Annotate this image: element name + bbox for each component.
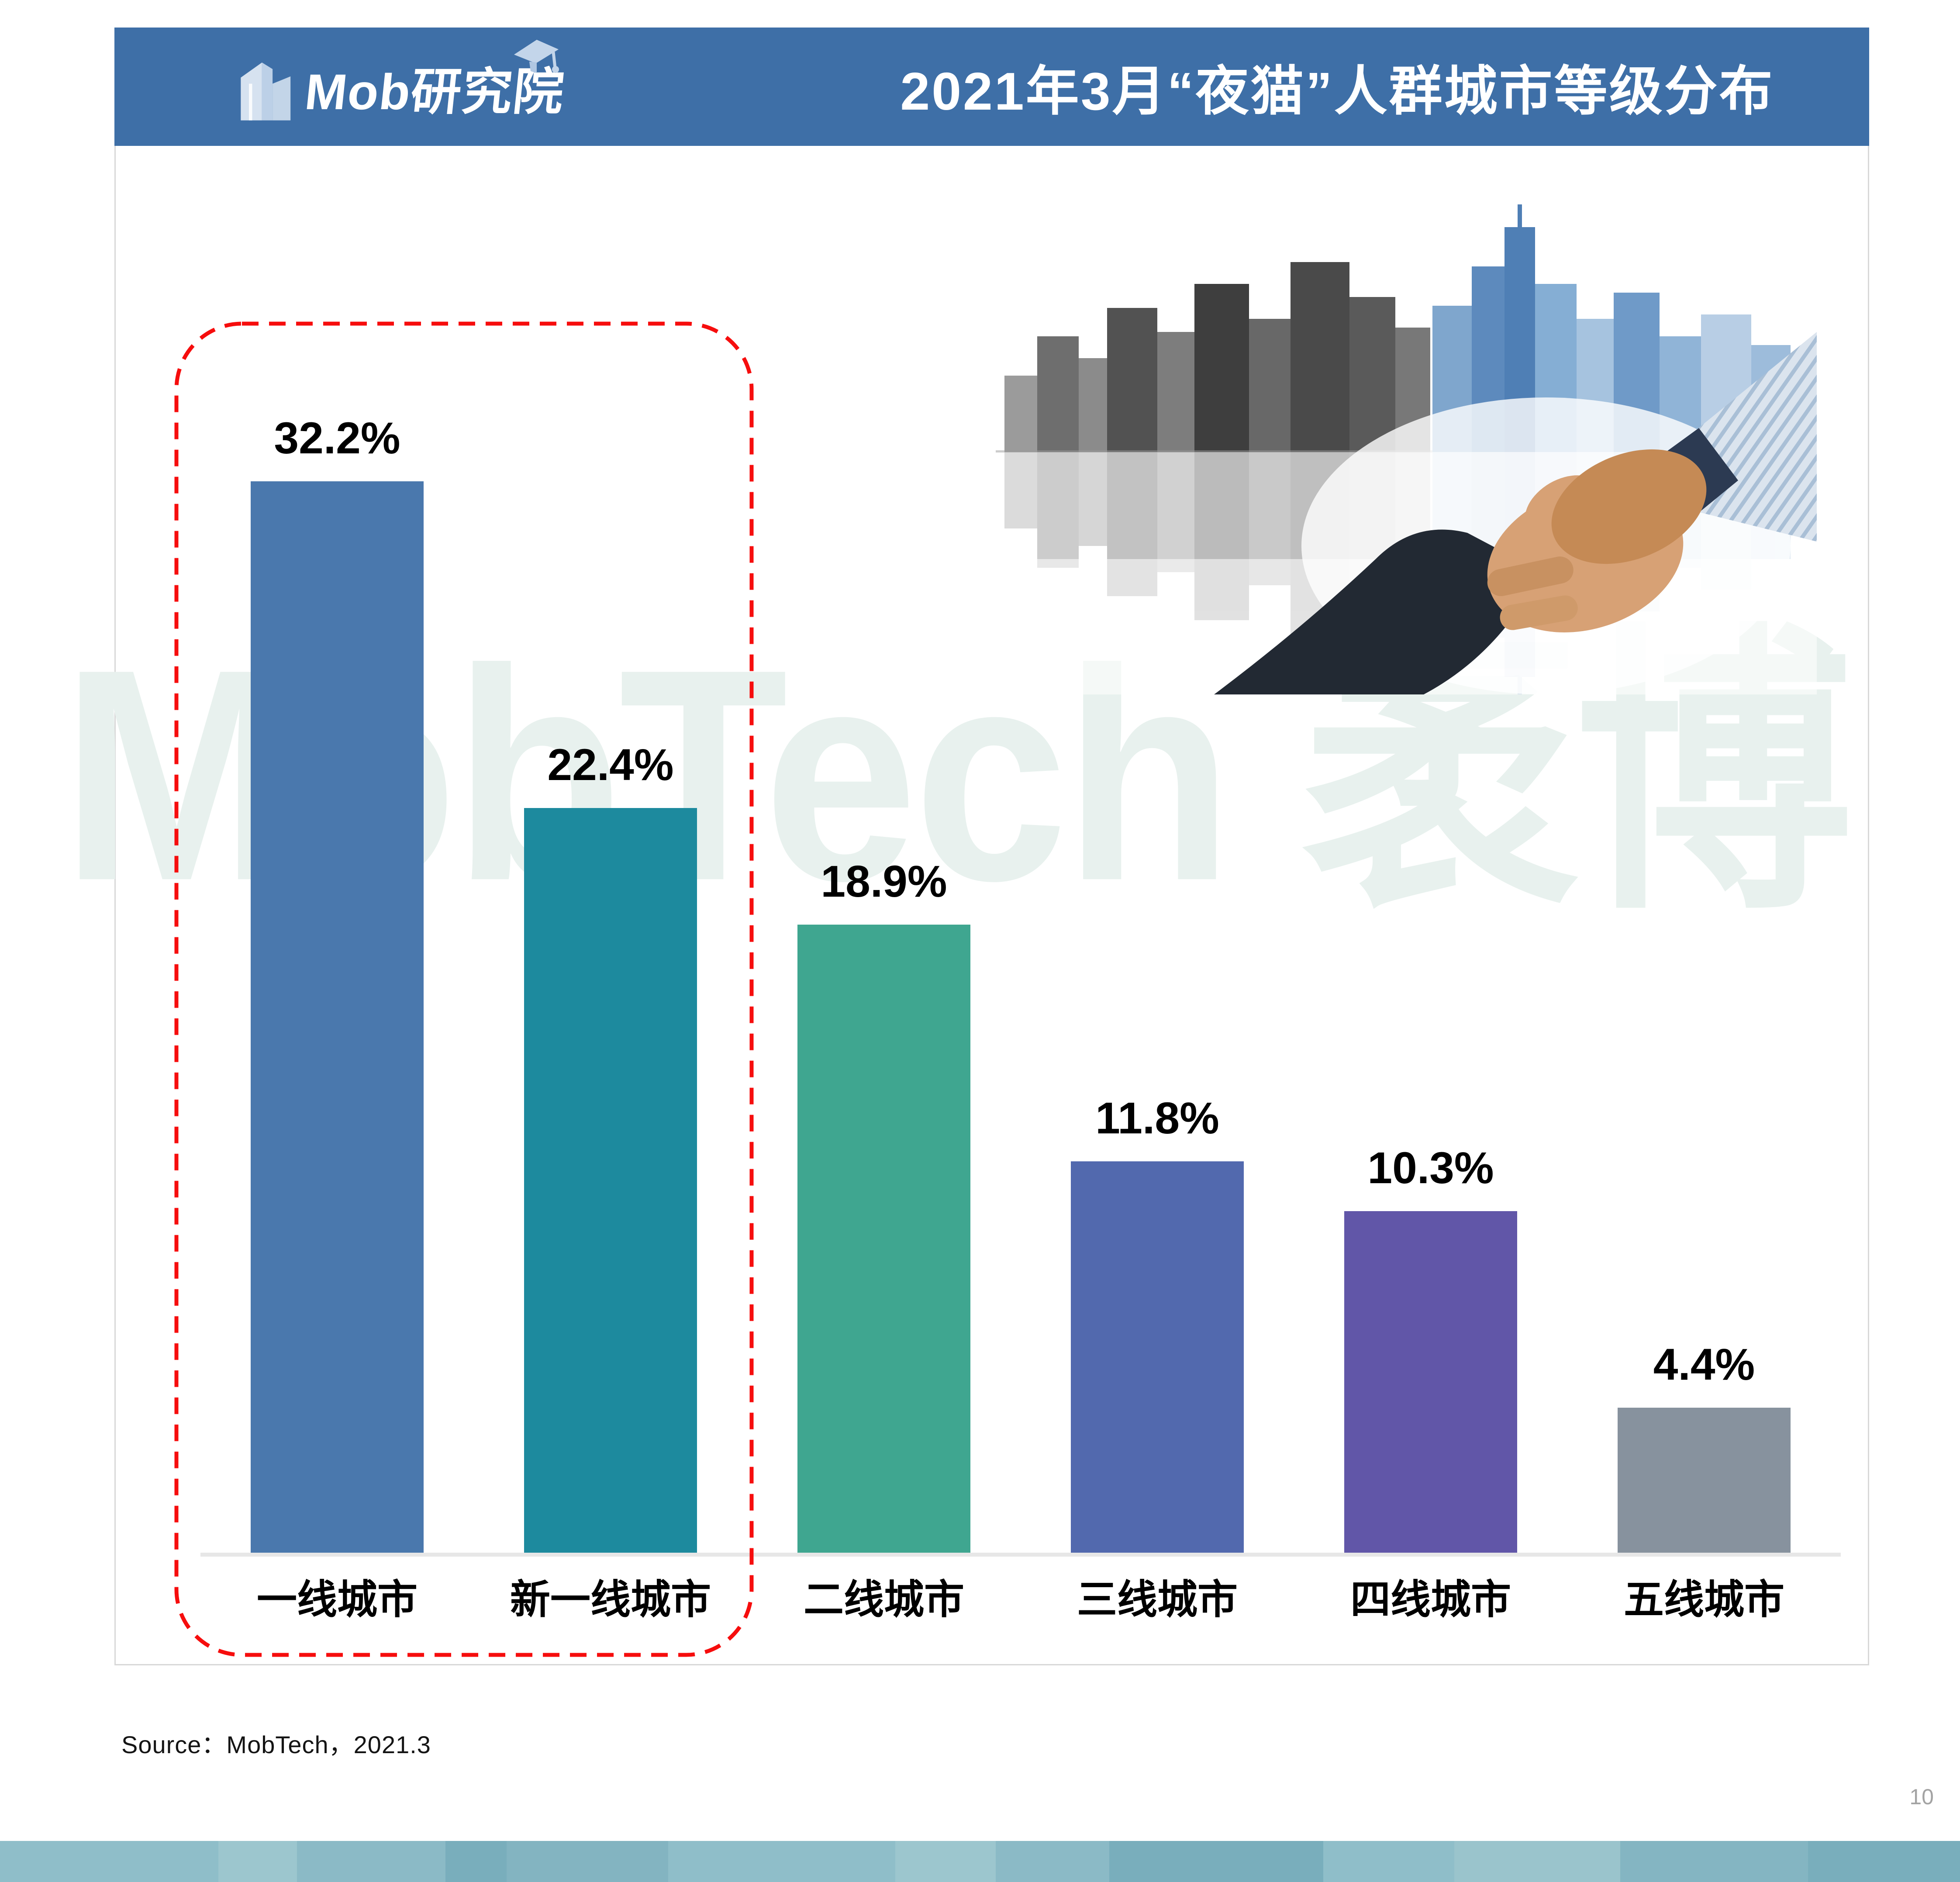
- bar-value-label: 11.8%: [1095, 1093, 1219, 1143]
- bar-group-新一线城市: 22.4%: [474, 146, 747, 1554]
- x-axis-line: [200, 1553, 1841, 1557]
- bar-value-label: 22.4%: [547, 740, 674, 790]
- bar-value-label: 4.4%: [1653, 1340, 1755, 1389]
- category-label-新一线城市: 新一线城市: [510, 1578, 711, 1622]
- mob-logo: Mob研究院: [237, 40, 567, 131]
- graduation-cap-icon: [514, 40, 559, 73]
- category-labels: 一线城市 新一线城市 二线城市 三线城市 四线城市 五线城市: [200, 1567, 1841, 1633]
- highlight-dashed-box: [174, 321, 754, 1657]
- header-bar: Mob研究院 2021年3月“夜猫”人群城市等级分布: [114, 28, 1869, 146]
- city-skyline: [1004, 204, 1791, 452]
- building-icon: [241, 62, 291, 121]
- category-label-五线城市: 五线城市: [1623, 1578, 1784, 1622]
- category-label-二线城市: 二线城市: [803, 1578, 964, 1622]
- bar-四线城市: [1344, 1211, 1517, 1554]
- bar-group-三线城市: 11.8%: [1021, 146, 1294, 1554]
- bar-group-五线城市: 4.4%: [1567, 146, 1841, 1554]
- page-number: 10: [1909, 1785, 1934, 1809]
- bar-value-label: 10.3%: [1367, 1143, 1494, 1193]
- bottom-decoration-band: [0, 1841, 1960, 1882]
- category-label-四线城市: 四线城市: [1350, 1578, 1511, 1622]
- bar-value-label: 18.9%: [821, 856, 947, 906]
- bar-group-一线城市: 32.2%: [200, 146, 474, 1554]
- bar-一线城市: [251, 481, 424, 1554]
- handshake: [1214, 332, 1817, 694]
- bar-五线城市: [1618, 1408, 1791, 1554]
- category-label-三线城市: 三线城市: [1077, 1578, 1238, 1622]
- bar-group-二线城市: 18.9%: [747, 146, 1021, 1554]
- category-label-一线城市: 一线城市: [256, 1578, 418, 1622]
- city-handshake-image: [996, 204, 1817, 694]
- page-title: 2021年3月“夜猫”人群城市等级分布: [900, 62, 1774, 121]
- bar-三线城市: [1071, 1161, 1244, 1554]
- bar-二线城市: [797, 925, 970, 1554]
- source-note: Source：MobTech，2021.3: [121, 1731, 431, 1758]
- bar-group-四线城市: 10.3%: [1294, 146, 1567, 1554]
- bar-新一线城市: [524, 808, 697, 1554]
- bar-chart: 32.2% 22.4% 18.9% 11.8% 10.3% 4.4%: [200, 146, 1841, 1554]
- bar-value-label: 32.2%: [274, 413, 400, 463]
